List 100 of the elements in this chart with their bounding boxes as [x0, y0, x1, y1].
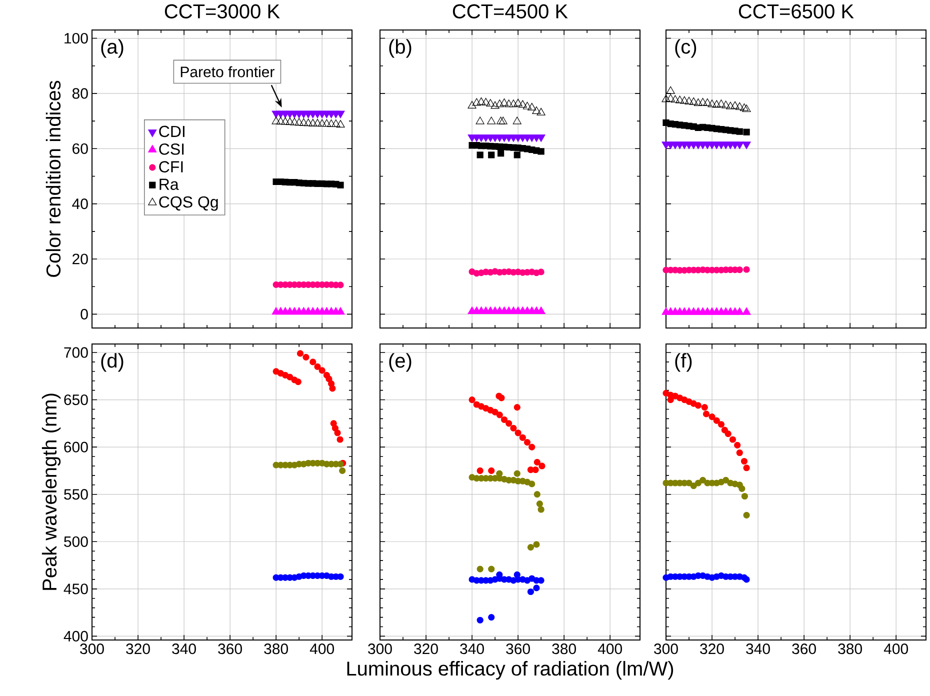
x-tick-label: 380	[264, 644, 288, 654]
x-tick-label: 400	[598, 644, 622, 654]
point	[488, 566, 495, 572]
point	[294, 378, 302, 386]
point	[534, 491, 540, 498]
y-tick-label: 60	[72, 143, 88, 154]
point	[514, 152, 520, 158]
point	[468, 396, 476, 404]
point	[528, 480, 536, 488]
point	[310, 358, 316, 366]
point	[332, 424, 339, 432]
y-tick-label: 0	[80, 308, 88, 320]
point	[476, 467, 484, 474]
point	[713, 417, 720, 424]
point	[337, 182, 344, 188]
point	[666, 94, 675, 102]
x-tick-label: 340	[460, 644, 484, 654]
point	[498, 394, 505, 402]
point	[722, 476, 730, 484]
legend-label: CFI	[159, 161, 183, 172]
point	[518, 100, 527, 108]
annotation: (a)	[101, 39, 124, 58]
x-tick-label: 380	[552, 644, 576, 654]
x-tick-label: 340	[172, 644, 196, 654]
legend-label: CDI	[159, 126, 184, 138]
point	[736, 128, 743, 135]
point	[722, 100, 730, 108]
point	[528, 444, 536, 450]
point	[339, 467, 346, 474]
point	[487, 116, 496, 124]
point	[498, 150, 504, 157]
point	[506, 420, 512, 427]
point	[708, 100, 716, 108]
y-axis-title: Color rendition indices	[46, 80, 61, 277]
point	[476, 566, 484, 572]
x-tick-label: 400	[310, 644, 334, 654]
x-tick-label: 300	[654, 644, 678, 654]
point	[734, 442, 741, 448]
point	[498, 116, 508, 124]
point	[701, 404, 708, 411]
y-tick-label: 450	[64, 584, 88, 594]
point	[318, 367, 326, 374]
y-tick-label: 700	[64, 347, 88, 358]
y-tick-label: 40	[72, 198, 88, 210]
x-tick-label: 320	[700, 644, 724, 654]
point	[522, 102, 532, 110]
point	[337, 573, 344, 580]
x-tick-label: 300	[80, 644, 104, 654]
point	[702, 410, 710, 418]
point	[514, 430, 522, 436]
point	[729, 436, 736, 443]
point	[468, 100, 476, 108]
annotation: (e)	[389, 353, 412, 372]
y-tick-label: 550	[64, 489, 88, 500]
chart-title: CCT=4500 K	[452, 4, 568, 18]
annotation: Pareto frontier	[180, 66, 274, 78]
point	[694, 98, 702, 106]
point	[538, 462, 546, 470]
point	[495, 100, 504, 108]
point	[690, 482, 697, 490]
x-tick-label: 360	[506, 644, 530, 654]
point	[718, 421, 725, 428]
point	[514, 571, 520, 578]
y-tick-label: 400	[64, 630, 88, 642]
point	[536, 500, 543, 508]
point	[488, 614, 495, 621]
point	[735, 307, 744, 315]
point	[286, 374, 294, 380]
point	[336, 307, 345, 315]
point	[532, 466, 539, 474]
point	[314, 363, 321, 370]
point	[666, 86, 675, 94]
point	[490, 101, 500, 109]
point	[514, 404, 520, 411]
point	[684, 96, 694, 104]
y-tick-label: 650	[64, 394, 88, 406]
x-tick-label: 400	[884, 644, 908, 654]
point	[738, 485, 746, 492]
point	[735, 102, 744, 110]
point	[334, 430, 341, 436]
x-tick-label: 380	[838, 644, 862, 654]
y-tick-label: 80	[72, 88, 88, 99]
point	[482, 98, 490, 106]
point	[743, 464, 750, 472]
point	[735, 142, 744, 150]
point	[533, 541, 540, 548]
legend-label: CSI	[159, 143, 184, 155]
y-tick-label: 100	[64, 32, 88, 44]
point	[743, 512, 750, 518]
point	[741, 492, 748, 500]
point	[703, 98, 712, 106]
point	[698, 98, 708, 106]
point	[496, 116, 506, 124]
point	[496, 412, 503, 418]
point	[336, 436, 344, 443]
point	[326, 376, 332, 382]
point	[742, 307, 751, 315]
x-axis-title: Luminous efficacy of radiation (lm/W)	[347, 661, 674, 680]
point	[500, 98, 509, 106]
point	[694, 402, 702, 409]
